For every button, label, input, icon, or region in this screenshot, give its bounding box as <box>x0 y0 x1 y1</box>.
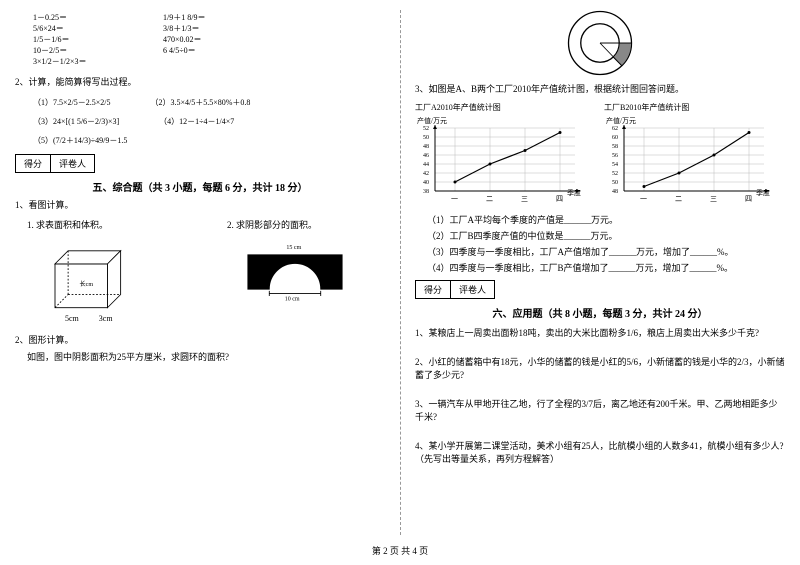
left-column: 1－0.25＝ 1/9＋1 8/9＝ 5/6×24＝ 3/8＋1/3＝ 1/5－… <box>0 0 400 540</box>
calc-item: （2）3.5×4/5＋5.5×80%＋0.8 <box>150 97 250 108</box>
chartA: 产值/万元 52 50 48 46 44 42 40 38 <box>415 115 585 205</box>
svg-text:46: 46 <box>423 153 429 159</box>
svg-text:48: 48 <box>423 144 429 150</box>
q2-body: 如图，图中阴影面积为25平方厘米，求圆环的面积? <box>27 350 385 363</box>
charts: 工厂A2010年产值统计图 产值/万元 52 50 48 46 44 42 40 38 <box>415 102 785 207</box>
pie-intro: 3、如图是A、B两个工厂2010年产值统计图，根据统计图回答问题。 <box>415 82 785 96</box>
score-label: 得分 <box>415 280 451 299</box>
aq4: 4、某小学开展第二课堂活动，美术小组有25人，比航模小组的人数多41，航模小组有… <box>415 439 785 465</box>
section-5-title: 五、综合题（共 3 小题，每题 6 分，共计 18 分） <box>15 179 385 194</box>
q2: 2、图形计算。 <box>15 333 385 347</box>
svg-text:60: 60 <box>612 135 618 141</box>
sub4: （4）四季度与一季度相比，工厂B产值增加了______万元，增加了______%… <box>427 261 785 274</box>
chartB-title: 工厂B2010年产值统计图 <box>604 102 785 113</box>
aq2: 2、小红的储蓄箱中有18元，小华的储蓄的钱是小红的5/6，小新储蓄的钱是小华的2… <box>415 355 785 381</box>
sub1: （1）工厂A平均每个季度的产值是______万元。 <box>427 213 785 226</box>
svg-text:10 cm: 10 cm <box>285 296 300 302</box>
svg-text:62: 62 <box>612 126 618 132</box>
arch-figure: 15 cm 10 cm <box>235 242 355 302</box>
score-box: 得分 评卷人 <box>15 154 385 173</box>
page-footer: 第 2 页 共 4 页 <box>0 544 800 557</box>
svg-text:二: 二 <box>486 195 493 203</box>
math-item: 470×0.02＝ <box>163 34 273 45</box>
math-item: 10－2/5＝ <box>33 45 143 56</box>
svg-text:二: 二 <box>675 195 682 203</box>
score-box: 得分 评卷人 <box>415 280 785 299</box>
svg-text:四: 四 <box>556 195 563 203</box>
q1b: 2. 求阴影部分的面积。 <box>227 218 385 231</box>
math-item: 3×1/2－1/2×3＝ <box>33 56 143 67</box>
math-item: 1－0.25＝ <box>33 12 143 23</box>
math-item: 3/8＋1/3＝ <box>163 23 273 34</box>
svg-text:四: 四 <box>745 195 752 203</box>
calc-item: （1）7.5×2/5－2.5×2/5 <box>33 97 110 108</box>
aq3: 3、一辆汽车从甲地开往乙地，行了全程的3/7后，离乙地还有200千米。甲、乙两地… <box>415 397 785 423</box>
svg-text:58: 58 <box>612 144 618 150</box>
svg-text:40: 40 <box>423 180 429 186</box>
score-label: 得分 <box>15 154 51 173</box>
sub3: （3）四季度与一季度相比，工厂A产值增加了______万元，增加了______%… <box>427 245 785 258</box>
cube-figure: 长cm <box>45 242 135 312</box>
svg-text:50: 50 <box>612 180 618 186</box>
score-label: 评卷人 <box>451 280 495 299</box>
math-item: 1/9＋1 8/9＝ <box>163 12 273 23</box>
svg-text:50: 50 <box>423 135 429 141</box>
svg-text:季度: 季度 <box>567 188 581 197</box>
math-item: 5/6×24＝ <box>33 23 143 34</box>
svg-text:42: 42 <box>423 171 429 177</box>
q1: 1、看图计算。 <box>15 198 385 212</box>
svg-text:三: 三 <box>710 195 717 203</box>
svg-text:三: 三 <box>521 195 528 203</box>
svg-text:38: 38 <box>423 189 429 195</box>
q1a: 1. 求表面积和体积。 <box>27 218 185 231</box>
score-label: 评卷人 <box>51 154 95 173</box>
aq1: 1、某粮店上一周卖出面粉18吨，卖出的大米比面粉多1/6，粮店上周卖出大米多少千… <box>415 326 785 339</box>
svg-text:产值/万元: 产值/万元 <box>417 116 447 125</box>
math-item: 1/5－1/6＝ <box>33 34 143 45</box>
math-grid: 1－0.25＝ 1/9＋1 8/9＝ 5/6×24＝ 3/8＋1/3＝ 1/5－… <box>33 12 385 67</box>
calc-title: 2、计算，能简算得写出过程。 <box>15 75 385 89</box>
svg-text:15 cm: 15 cm <box>286 245 301 251</box>
ring-figure <box>555 8 645 78</box>
svg-text:52: 52 <box>423 126 429 132</box>
sub2: （2）工厂B四季度产值的中位数是______万元。 <box>427 229 785 242</box>
svg-text:52: 52 <box>612 171 618 177</box>
chartB: 产值/万元 62 60 58 56 54 52 50 48 <box>604 115 774 205</box>
svg-text:54: 54 <box>612 162 618 168</box>
svg-text:56: 56 <box>612 153 618 159</box>
section-6-title: 六、应用题（共 8 小题，每题 3 分，共计 24 分） <box>415 305 785 320</box>
chartA-title: 工厂A2010年产值统计图 <box>415 102 596 113</box>
calc-item: （3）24×[(1 5/6－2/3)×3] <box>33 116 119 127</box>
calc-item: （4）12－1÷4－1/4×7 <box>159 116 234 127</box>
cube-height-label: 长cm <box>80 280 94 288</box>
calc-item: （5）(7/2＋14/3)÷49/9－1.5 <box>33 135 127 146</box>
svg-text:44: 44 <box>423 162 429 168</box>
svg-text:季度: 季度 <box>756 188 770 197</box>
svg-text:48: 48 <box>612 189 618 195</box>
cube-dims: 5cm 3cm <box>45 314 185 323</box>
column-divider <box>400 10 401 535</box>
svg-text:一: 一 <box>640 195 647 203</box>
math-item: 6 4/5÷0＝ <box>163 45 273 56</box>
right-column: 3、如图是A、B两个工厂2010年产值统计图，根据统计图回答问题。 工厂A201… <box>400 0 800 540</box>
svg-text:产值/万元: 产值/万元 <box>606 116 636 125</box>
svg-text:一: 一 <box>451 195 458 203</box>
